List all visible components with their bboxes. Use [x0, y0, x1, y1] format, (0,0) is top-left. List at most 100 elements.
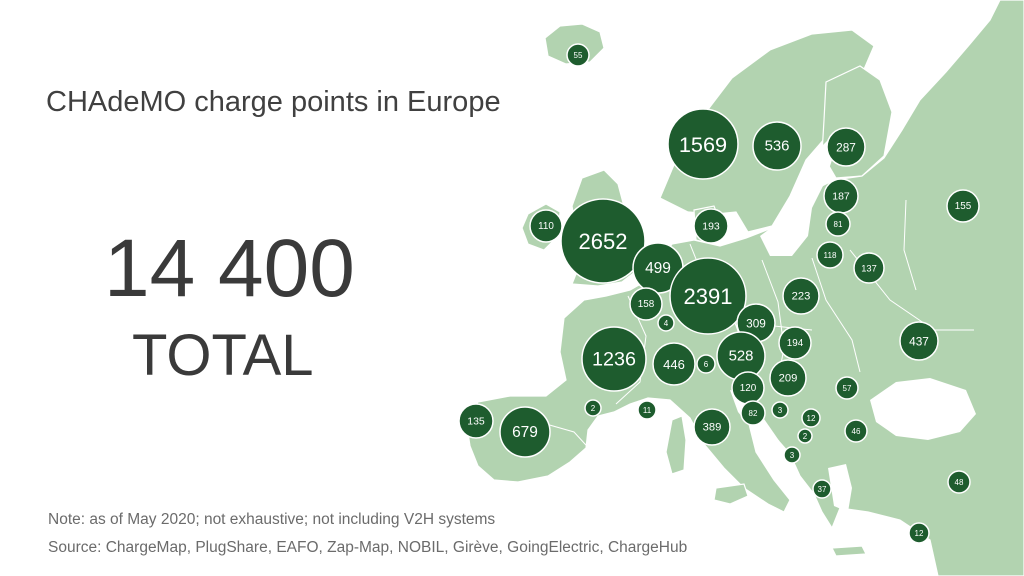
- marker-label: 110: [538, 221, 554, 232]
- charge-point-marker: 12: [801, 408, 821, 428]
- marker-circle: [657, 314, 675, 332]
- marker-circle: [458, 403, 494, 439]
- marker-circle: [771, 401, 789, 419]
- charge-point-marker: 679: [499, 406, 551, 458]
- marker-circle: [946, 189, 980, 223]
- marker-circle: [783, 446, 801, 464]
- marker-circle: [637, 400, 657, 420]
- marker-label: 3: [778, 406, 783, 415]
- marker-label: 2391: [684, 284, 733, 309]
- marker-circle: [797, 428, 813, 444]
- marker-circle: [499, 406, 551, 458]
- marker-circle: [769, 359, 807, 397]
- marker-circle: [853, 252, 885, 284]
- marker-label: 46: [852, 427, 861, 436]
- marker-label: 528: [729, 349, 754, 365]
- marker-circle: [835, 376, 859, 400]
- marker-label: 187: [832, 191, 850, 203]
- source-line: Source: ChargeMap, PlugShare, EAFO, Zap-…: [48, 539, 688, 556]
- charge-point-marker: 2: [797, 428, 813, 444]
- marker-label: 12: [807, 414, 816, 423]
- charge-point-marker: 137: [853, 252, 885, 284]
- marker-label: 536: [765, 139, 790, 155]
- charge-point-marker: 2: [584, 399, 602, 417]
- charge-point-marker: 2391: [669, 257, 747, 335]
- charge-point-marker: 2652: [560, 198, 646, 284]
- charge-point-marker: 135: [458, 403, 494, 439]
- marker-label: 223: [792, 291, 811, 303]
- charge-point-marker: 46: [844, 419, 868, 443]
- marker-layer: 55 1569 536 287 187 81 155 110 2652 193 499 118 137 2…: [458, 43, 980, 544]
- charge-point-marker: 118: [816, 241, 844, 269]
- charge-point-marker: 194: [778, 326, 812, 360]
- marker-circle: [669, 257, 747, 335]
- charge-point-marker: 6: [696, 354, 716, 374]
- marker-label: 437: [909, 335, 929, 349]
- marker-circle: [816, 241, 844, 269]
- marker-label: 82: [749, 409, 758, 418]
- marker-label: 446: [663, 357, 685, 372]
- charge-point-marker: 4: [657, 314, 675, 332]
- marker-label: 1236: [592, 349, 636, 371]
- marker-circle: [752, 121, 802, 171]
- marker-circle: [529, 209, 563, 243]
- marker-circle: [899, 321, 939, 361]
- marker-circle: [581, 326, 647, 392]
- charge-point-marker: 528: [716, 331, 766, 381]
- charge-point-marker: 120: [731, 371, 765, 405]
- charge-point-marker: 82: [740, 400, 766, 426]
- marker-circle: [778, 326, 812, 360]
- marker-label: 48: [955, 478, 964, 487]
- charge-point-marker: 81: [825, 211, 851, 237]
- marker-circle: [693, 408, 731, 446]
- marker-label: 389: [703, 422, 722, 434]
- marker-circle: [740, 400, 766, 426]
- marker-label: 193: [702, 221, 720, 233]
- charge-point-marker: 446: [652, 342, 696, 386]
- marker-label: 158: [638, 299, 655, 310]
- charge-point-marker: 389: [693, 408, 731, 446]
- marker-circle: [667, 108, 739, 180]
- marker-circle: [812, 479, 832, 499]
- marker-label: 57: [843, 384, 852, 393]
- charge-point-marker: 187: [823, 178, 859, 214]
- marker-label: 12: [915, 529, 924, 538]
- marker-circle: [826, 127, 866, 167]
- sea-cutouts: [730, 138, 976, 512]
- marker-label: 209: [779, 373, 798, 385]
- charge-point-marker: 209: [769, 359, 807, 397]
- footnote: Note: as of May 2020; not exhaustive; no…: [48, 511, 496, 528]
- marker-circle: [947, 470, 971, 494]
- charge-point-marker: 3: [771, 401, 789, 419]
- total-label: TOTAL: [132, 323, 314, 388]
- charge-point-marker: 11: [637, 400, 657, 420]
- sicily-land: [713, 483, 749, 505]
- marker-label: 3: [790, 451, 795, 460]
- marker-circle: [801, 408, 821, 428]
- charge-point-marker: 155: [946, 189, 980, 223]
- charge-point-marker: 223: [782, 277, 820, 315]
- charge-point-marker: 1569: [667, 108, 739, 180]
- marker-circle: [693, 208, 729, 244]
- charge-point-marker: 57: [835, 376, 859, 400]
- marker-label: 287: [836, 141, 856, 155]
- marker-label: 6: [704, 360, 709, 369]
- page-title: CHAdeMO charge points in Europe: [46, 86, 501, 118]
- marker-label: 2: [803, 432, 808, 441]
- marker-label: 194: [787, 338, 804, 349]
- marker-circle: [825, 211, 851, 237]
- charge-point-marker: 37: [812, 479, 832, 499]
- marker-circle: [566, 43, 590, 67]
- marker-circle: [629, 287, 663, 321]
- charge-point-marker: 499: [632, 242, 684, 294]
- marker-label: 37: [818, 485, 827, 494]
- charge-point-marker: 55: [566, 43, 590, 67]
- marker-label: 1569: [679, 132, 727, 157]
- charge-point-marker: 158: [629, 287, 663, 321]
- charge-point-marker: 12: [908, 522, 930, 544]
- marker-circle: [908, 522, 930, 544]
- marker-label: 499: [645, 260, 671, 277]
- charge-point-marker: 287: [826, 127, 866, 167]
- crete-land: [831, 545, 867, 557]
- marker-label: 118: [824, 251, 837, 260]
